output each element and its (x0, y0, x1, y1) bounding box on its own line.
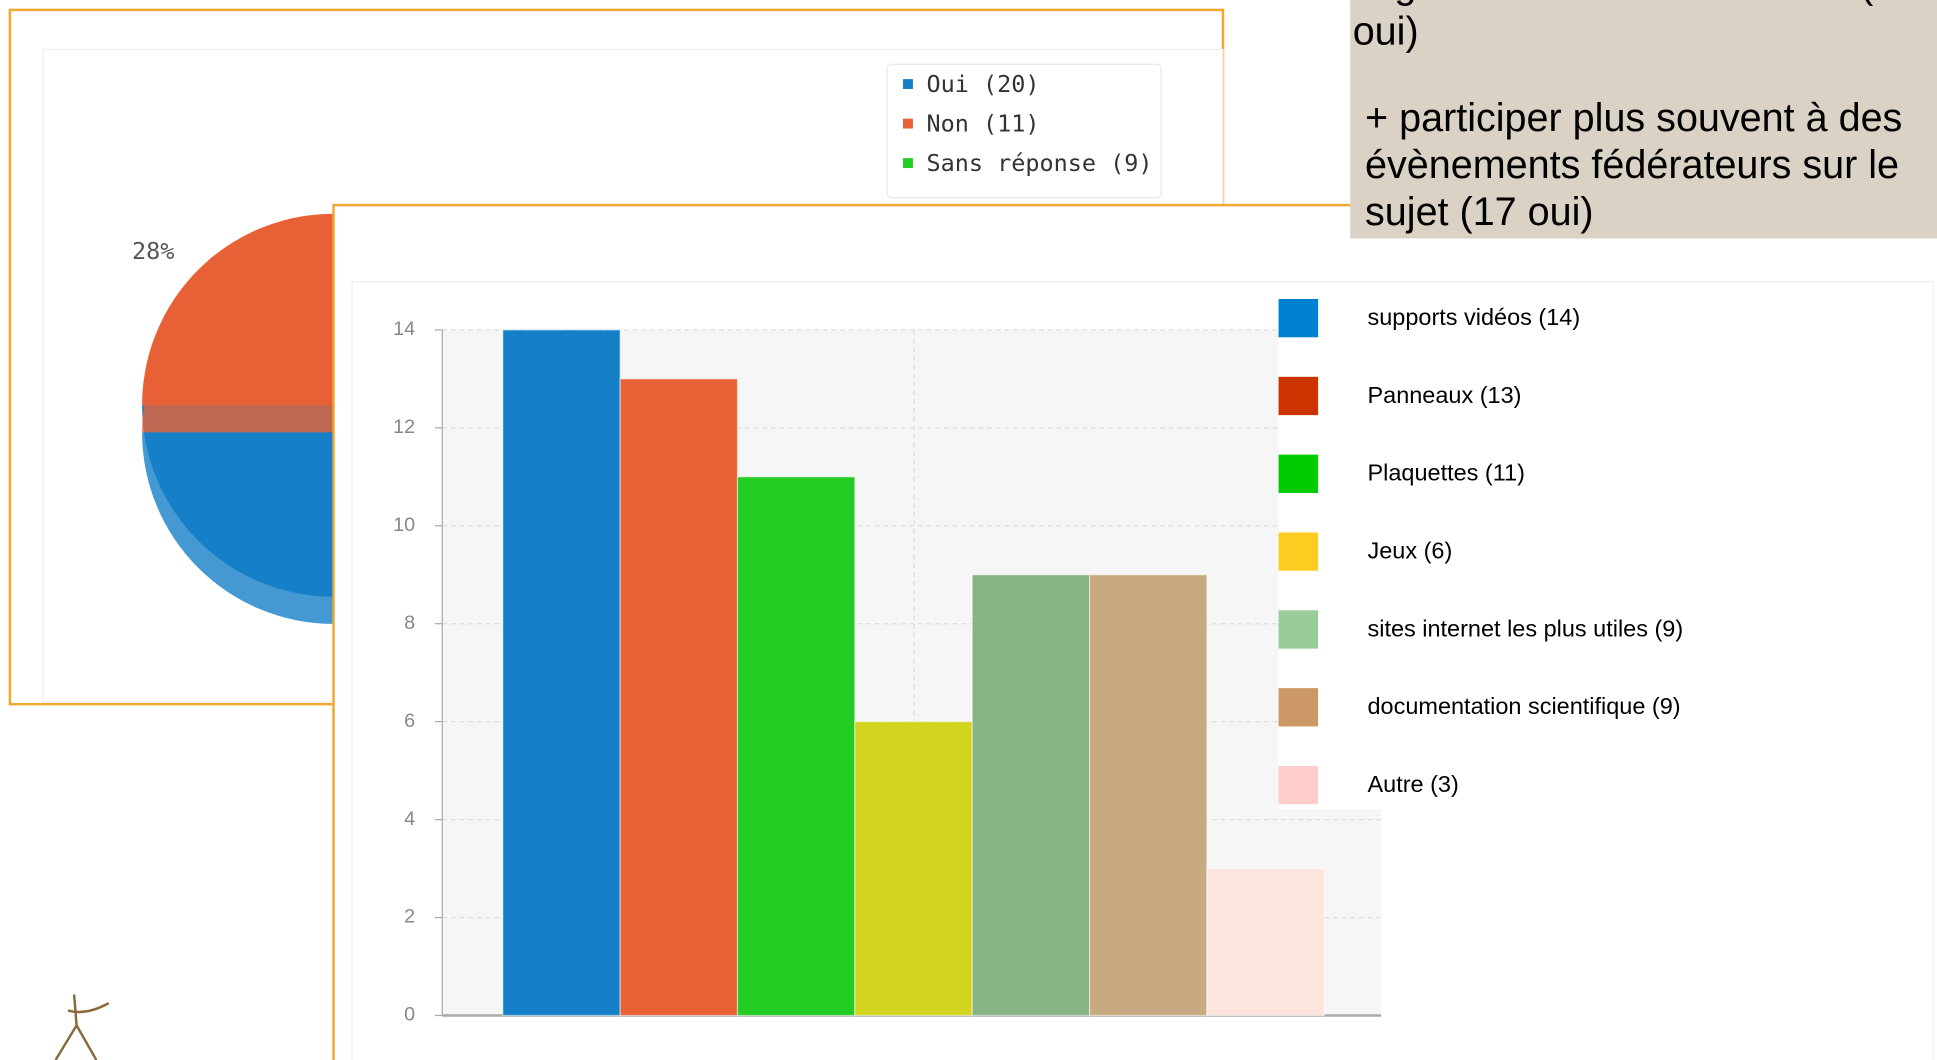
legend-swatch (1278, 298, 1319, 338)
legend-label: supports vidéos (14) (1368, 304, 1581, 330)
bar (854, 721, 973, 1017)
bar (1088, 574, 1208, 1017)
legend-label: sites internet les plus utiles (9) (1368, 615, 1684, 641)
bar (619, 378, 739, 1017)
legend-label: Plaquettes (11) (1368, 460, 1525, 486)
pie-slice (142, 213, 364, 406)
y-tick-label: 6 (404, 710, 415, 732)
y-tick-label: 12 (393, 416, 415, 438)
legend-swatch (903, 79, 913, 89)
legend-label: Sans réponse (9) (926, 149, 1152, 177)
y-tick-label: 2 (404, 906, 415, 928)
y-tick-label: 8 (404, 612, 415, 634)
paragraph: migrateurs sur mon territoire (19 oui) (1352, 0, 1918, 54)
legend-swatch (1278, 376, 1319, 416)
legend-label: documentation scientifique (9) (1368, 693, 1681, 719)
legend-swatch (903, 158, 913, 169)
text-box-content: migrateurs sur mon territoire (19 oui) +… (1352, 0, 1918, 234)
legend-label: Non (11) (926, 109, 1039, 137)
y-tick-label: 4 (404, 808, 415, 830)
legend-swatch (903, 118, 913, 129)
logo (54, 994, 110, 1060)
legend-label: Jeux (6) (1368, 537, 1453, 563)
y-tick-label: 10 (393, 514, 415, 536)
pie-legend (886, 63, 1162, 199)
bar (971, 574, 1091, 1017)
y-tick-label: 0 (404, 1004, 415, 1026)
legend-bg (1278, 282, 1933, 810)
legend-label: Autre (3) (1368, 771, 1459, 797)
paragraph: + participer plus souvent à des évènemen… (1365, 95, 1903, 234)
y-tick-label: 14 (393, 318, 415, 340)
legend-swatch (1278, 454, 1319, 493)
legend-swatch (1278, 688, 1319, 727)
bar (1206, 867, 1325, 1017)
legend-swatch (1278, 610, 1319, 649)
legend-label: Oui (20) (926, 70, 1039, 98)
pie-label: 28% (132, 237, 174, 265)
bar (502, 329, 621, 1017)
legend-label: Panneaux (13) (1368, 382, 1522, 408)
legend-swatch (1278, 532, 1319, 571)
bar (736, 476, 856, 1017)
text-box (1350, 0, 1937, 239)
legend-swatch (1278, 765, 1319, 805)
